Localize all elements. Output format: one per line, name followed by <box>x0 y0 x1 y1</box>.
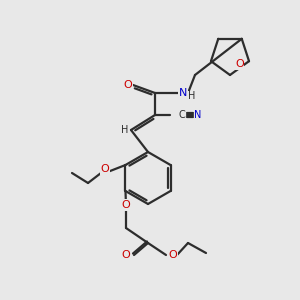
Text: C: C <box>178 110 185 120</box>
Text: H: H <box>121 125 129 135</box>
Text: H: H <box>188 91 196 101</box>
Text: O: O <box>122 200 130 210</box>
Text: O: O <box>122 250 130 260</box>
Text: N: N <box>194 110 202 120</box>
Text: H: H <box>121 125 129 135</box>
Text: O: O <box>100 164 109 174</box>
Text: O: O <box>169 250 177 260</box>
Text: O: O <box>124 80 132 90</box>
Text: O: O <box>235 59 244 69</box>
Text: N: N <box>179 88 187 98</box>
